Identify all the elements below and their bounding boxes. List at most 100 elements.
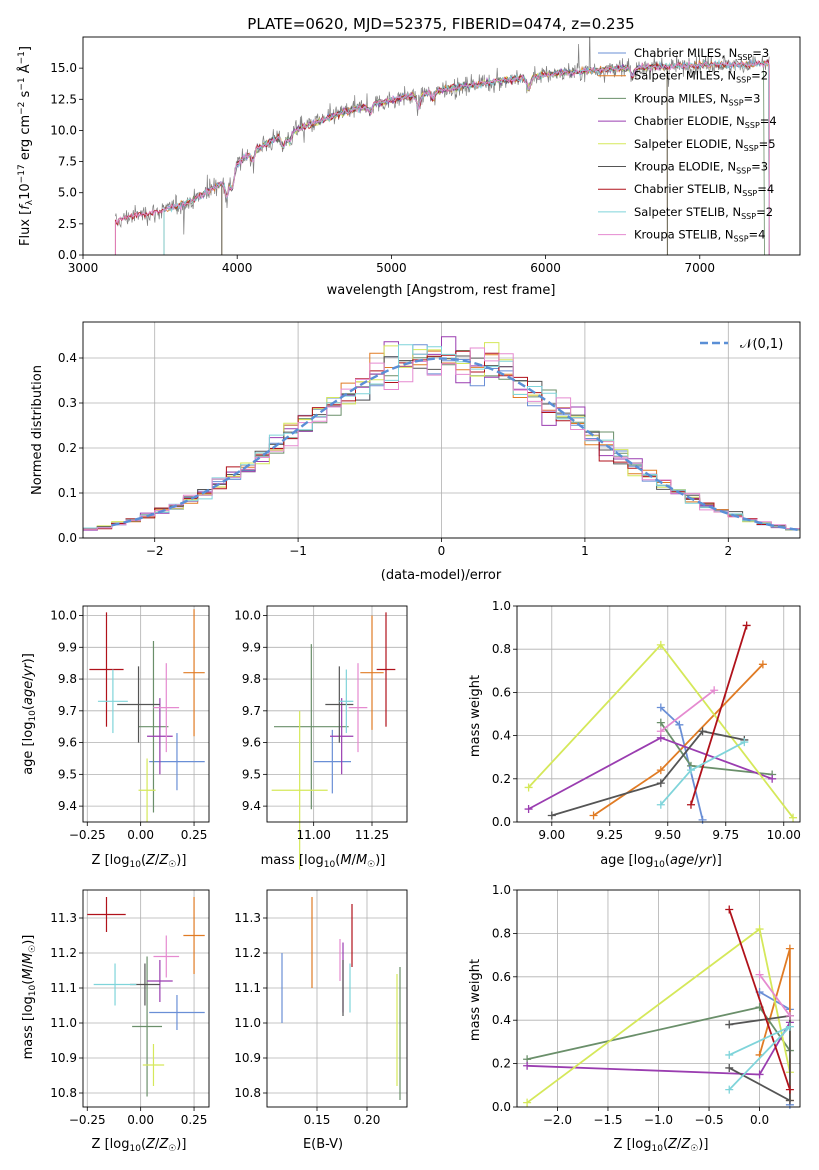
weight-marker [725,1085,734,1094]
weight-marker [656,766,665,775]
weight-marker [785,1011,794,1020]
y-tick-label: 0.4 [492,729,511,743]
x-tick-label: 0.00 [127,1113,154,1127]
y-tick-label: 1.0 [492,883,511,897]
y-tick-label: 11.3 [234,911,261,925]
y-tick-label: 0.3 [58,396,77,410]
legend-label: Kroupa MILES, NSSP=3 [634,91,760,107]
y-tick-label: 11.2 [50,946,77,960]
weight-marker [686,766,695,775]
x-tick-label: −0.25 [69,1113,106,1127]
y-tick-label: 9.9 [242,640,261,654]
weight-marker [785,944,794,953]
x-tick-label: −2.0 [543,1113,572,1127]
x-tick-label: 9.00 [538,828,565,842]
legend-label: Kroupa STELIB, NSSP=4 [634,228,765,244]
p3-y-label: age [log10(age/yr)] [21,653,38,775]
weight-line-7 [728,909,791,1090]
axes-frame [516,889,801,1108]
y-tick-label: 10.9 [234,1051,261,1065]
legend-label: Chabrier ELODIE, NSSP=4 [634,114,777,130]
y-tick-label: 9.6 [242,736,261,750]
weight-marker [789,813,798,822]
y-tick-label: 0.0 [492,815,511,829]
y-tick-label: 10.8 [234,1086,261,1100]
weight-marker [656,703,665,712]
y-tick-label: 0.0 [58,248,77,262]
p7-x-label: E(B-V) [303,1137,343,1152]
weight-marker [725,1063,734,1072]
weight-marker [656,640,665,649]
plot-content [523,905,794,1109]
weight-marker [686,800,695,809]
y-tick-label: 10.0 [50,123,77,137]
weight-line-9 [660,689,715,733]
weight-marker [785,1096,794,1105]
weight-marker [768,774,777,783]
y-tick-label: 10.9 [50,1051,77,1065]
legend-label: 𝒩(0,1) [740,337,783,352]
weight-marker [740,738,749,747]
y-tick-label: 11.0 [50,1016,77,1030]
weight-marker [547,811,556,820]
weight-marker [656,727,665,736]
plot-content [83,336,800,533]
spectrum-panel: PLATE=0620, MJD=52375, FIBERID=0474, z=0… [17,15,801,298]
plot-content [114,37,770,255]
x-tick-label: 4000 [222,261,253,275]
weight-line-6 [728,1014,791,1103]
residual-y-label: Normed distribution [30,365,45,495]
x-tick-label: 0.0 [750,1113,769,1127]
y-tick-label: 0.0 [58,531,77,545]
y-tick-label: 10.8 [50,1086,77,1100]
y-tick-label: 0.8 [492,642,511,656]
weight-line-7 [690,625,748,805]
y-tick-label: 9.7 [242,704,261,718]
axes-frame [266,605,408,823]
axes-frame [266,889,408,1108]
y-tick-label: 9.5 [242,767,261,781]
p5-y-label: mass weight [468,675,483,757]
y-tick-label: 11.2 [234,946,261,960]
spectrum-title: PLATE=0620, MJD=52375, FIBERID=0474, z=0… [247,15,634,33]
y-tick-label: 9.4 [242,799,261,813]
y-tick-label: 11.1 [50,981,77,995]
weight-marker [698,815,707,824]
y-tick-label: 11.3 [50,911,77,925]
residual-histogram-panel: −2 −1 0 1 2 0.0 0.1 0.2 0.3 0.4 𝒩(0,1) (data-model… [30,321,801,583]
y-tick-label: 0.4 [58,351,77,365]
y-tick-label: 0.2 [492,772,511,786]
y-tick-label: 0.2 [492,1057,511,1071]
weight-marker [710,686,719,695]
x-tick-label: 11.00 [296,828,330,842]
x-tick-label: 0.00 [127,828,154,842]
weight-marker [523,1098,532,1107]
y-tick-label: 0.6 [492,685,511,699]
weight-marker [698,727,707,736]
axes-frame [82,321,801,539]
y-tick-label: 0.0 [492,1100,511,1114]
axes-frame [82,889,210,1108]
x-tick-label: 0.25 [181,828,208,842]
residual-plot-area: −2 −1 0 1 2 0.0 0.1 0.2 0.3 0.4 𝒩(0,1) [58,321,801,558]
x-tick-label: 0.25 [181,1113,208,1127]
axes-frame [82,605,210,823]
x-tick-label: 5000 [376,261,407,275]
y-tick-label: 9.9 [58,640,77,654]
x-tick-label: 7000 [685,261,716,275]
x-tick-label: 0.15 [304,1113,331,1127]
model-spectrum-9 [114,59,770,255]
p6-x-label: Z [log10(Z/Z☉)] [92,1137,187,1154]
residual-x-label: (data-model)/error [381,568,502,583]
weight-marker [656,800,665,809]
y-tick-label: 11.0 [234,1016,261,1030]
weight-marker [785,1085,794,1094]
y-tick-label: 0.4 [492,1013,511,1027]
weight-line-3 [660,722,773,776]
weight-marker [742,621,751,630]
plot-content [89,609,205,822]
normal-reference-curve [111,357,800,532]
spectrum-y-label: Flux [fλ10−17 erg cm−2 s−1 Å−1] [17,46,35,246]
mass-vs-reddening-panel: 0.15 0.20 10.8 10.9 11.0 11.1 11.2 11.3 [234,889,408,1127]
x-tick-label: −2 [146,544,164,558]
